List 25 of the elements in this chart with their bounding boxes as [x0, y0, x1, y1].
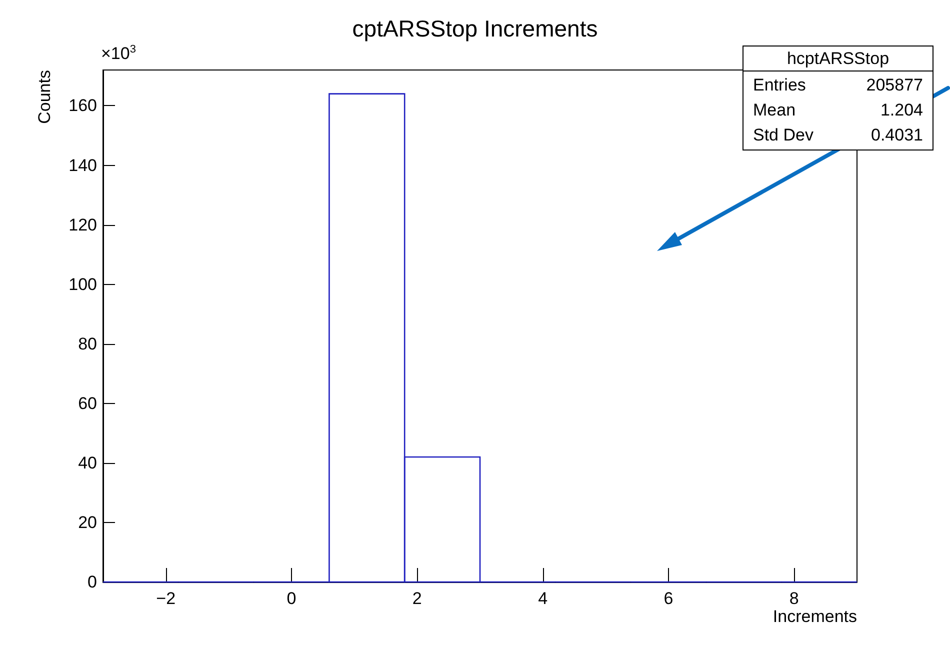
chart-title: cptARSStop Increments: [352, 16, 598, 42]
y-tick-label: 80: [78, 334, 97, 354]
y-tick-label: 100: [68, 274, 97, 294]
y-tick-label: 40: [78, 453, 97, 472]
x-tick-label: −2: [156, 589, 176, 608]
text: 1.204: [880, 100, 923, 120]
annotation: Mean: [753, 100, 796, 120]
x-tick-label: 2: [412, 589, 422, 608]
text: 205877: [866, 76, 923, 94]
y-tick-label: 120: [68, 215, 97, 234]
x-tick-label: 4: [538, 589, 548, 608]
y-tick-label: 160: [68, 96, 97, 116]
annotation: Std Dev: [753, 126, 814, 144]
text: 0.4031: [871, 126, 923, 144]
y-tick-label: 140: [68, 156, 97, 175]
x-tick-label: 6: [664, 589, 674, 608]
x-tick-label: 0: [286, 589, 296, 608]
y-tick-label: 0: [88, 572, 97, 592]
x-axis-title: Increments: [772, 607, 857, 626]
x-tick-label: 8: [789, 589, 799, 608]
y-axis-title: Counts: [35, 70, 54, 124]
y-tick-label: 60: [78, 394, 97, 413]
annotation: Entries: [753, 76, 806, 94]
y-tick-label: 20: [78, 512, 97, 532]
text: hcptARSStop: [786, 49, 890, 68]
